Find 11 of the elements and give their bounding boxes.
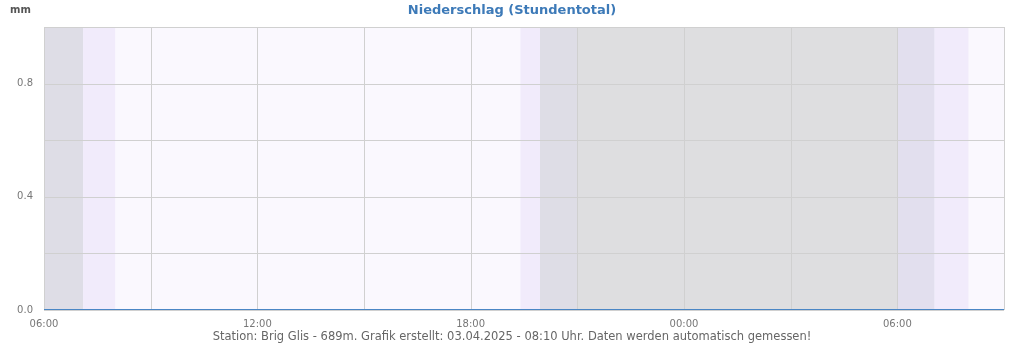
x-tick-label: 06:00 [882, 317, 912, 329]
x-tick-label: 06:00 [29, 317, 59, 329]
chart-title: Niederschlag (Stundentotal) [407, 2, 617, 17]
y-tick-label: 0.8 [17, 77, 33, 89]
y-axis-title: mm [10, 4, 31, 15]
x-tick-label: 18:00 [456, 317, 486, 329]
y-tick-label: 0.0 [17, 303, 33, 315]
text: Station: Brig Glis - 689m. Grafik erstellt: 03.04.2025 - 08:10 Uhr. Daten werden automatisch gemessen! [211, 329, 813, 343]
x-tick-label: 12:00 [242, 317, 272, 329]
x-tick-label: 00:00 [669, 317, 699, 329]
y-tick-label: 0.4 [17, 190, 33, 202]
